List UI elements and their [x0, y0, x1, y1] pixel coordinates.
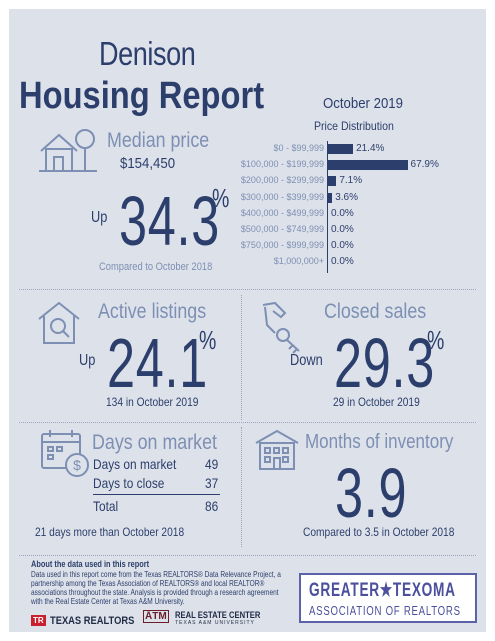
price-bar [328, 192, 333, 203]
atm-mark: ĀTM [143, 610, 169, 623]
price-distribution-title: Price Distribution [314, 119, 394, 133]
about-line-4: with the Real Estate Center at Texas A&M… [31, 597, 185, 606]
price-bar-value: 67.9% [410, 159, 439, 171]
inventory-heading: Months of inventory [305, 431, 454, 453]
report-title: Housing Report [19, 75, 265, 117]
closed-direction: Down [290, 352, 323, 369]
median-direction: Up [91, 209, 108, 226]
inventory-detail: Compared to 3.5 in October 2018 [303, 525, 455, 539]
rec-title: REAL ESTATE CENTER [175, 610, 261, 620]
price-bar-value: 3.6% [335, 191, 358, 203]
report-page: Denison Housing Report October 2019 Medi… [9, 9, 486, 632]
price-bar-category: $1,000,000+ [273, 256, 324, 267]
price-bar-value: 7.1% [339, 175, 363, 187]
city-title: Denison [99, 35, 196, 72]
divider-vertical-2 [241, 427, 242, 547]
active-pct-sign: % [199, 325, 217, 355]
price-bar-category: $300,000 - $399,999 [240, 191, 324, 202]
texas-realtors-text: TEXAS REALTORS [50, 614, 135, 627]
median-comparison: Compared to October 2018 [99, 261, 213, 273]
median-heading: Median price [107, 129, 210, 152]
price-bar-value: 0.0% [331, 207, 354, 219]
magnifier-house-icon [35, 299, 87, 347]
days-total-value: 86 [205, 498, 219, 514]
active-detail: 134 in October 2019 [106, 395, 199, 409]
closed-change: 29.3 [334, 324, 435, 402]
closed-pct-sign: % [427, 325, 445, 355]
closed-heading: Closed sales [324, 300, 427, 323]
real-estate-center-logo: ĀTM REAL ESTATE CENTER TEXAS A&M UNIVERS… [143, 610, 276, 628]
about-line-2: partnership among the Texas Association … [31, 579, 265, 588]
price-bar-category: $400,000 - $499,999 [240, 207, 324, 218]
price-bar-value: 21.4% [356, 143, 385, 154]
days-row-2-value: 37 [205, 475, 219, 491]
active-heading: Active listings [98, 300, 207, 323]
active-direction: Up [79, 352, 96, 369]
texas-realtors-mark: TR [31, 615, 46, 627]
gta-line-2: ASSOCIATION OF REALTORS [309, 603, 461, 618]
price-bar [328, 160, 408, 171]
price-bar-category: $0 - $99,999 [273, 143, 324, 153]
median-price: $154,450 [120, 155, 176, 172]
svg-text:$: $ [73, 457, 81, 473]
price-bar-category: $100,000 - $199,999 [240, 159, 324, 170]
price-bar-category: $200,000 - $299,999 [240, 175, 324, 186]
about-title: About the data used in this report [31, 559, 150, 569]
chart-axis [327, 141, 328, 273]
divider-vertical-1 [241, 295, 242, 420]
days-detail: 21 days more than October 2018 [35, 525, 185, 539]
gta-line-1: GREATER★TEXOMA [309, 580, 456, 601]
divider-middle [19, 422, 476, 423]
about-line-1: Data used in this report come from the T… [31, 570, 281, 579]
active-change: 24.1 [107, 324, 208, 402]
divider-footer [19, 555, 476, 556]
price-bar [328, 144, 354, 154]
calendar-dollar-icon: $ [39, 427, 91, 479]
median-change: 34.3 [119, 182, 220, 260]
closed-detail: 29 in October 2019 [333, 395, 420, 409]
days-total-label: Total [93, 498, 119, 514]
building-icon [252, 427, 302, 473]
inventory-value: 3.9 [335, 454, 408, 532]
price-bar [328, 176, 337, 187]
price-bar-value: 0.0% [331, 224, 354, 235]
median-pct-sign: % [212, 183, 230, 213]
about-line-3: associations throughout the state. Analy… [31, 588, 279, 597]
days-row-2-label: Days to close [93, 475, 165, 491]
price-bar-value: 0.0% [331, 256, 354, 268]
texas-realtors-logo: TR TEXAS REALTORS [31, 612, 149, 628]
days-row-1-label: Days on market [93, 456, 177, 472]
rec-subtitle: TEXAS A&M UNIVERSITY [175, 620, 255, 626]
key-hand-icon [259, 299, 307, 355]
days-row-1-value: 49 [205, 456, 219, 472]
greater-texoma-logo: GREATER★TEXOMA ASSOCIATION OF REALTORS [299, 573, 477, 623]
price-bar-category: $750,000 - $999,999 [240, 240, 324, 251]
days-heading: Days on market [92, 431, 218, 454]
report-month: October 2019 [323, 95, 403, 112]
house-tree-icon [37, 125, 99, 175]
days-total-rule [93, 494, 220, 495]
price-bar-value: 0.0% [331, 240, 354, 252]
price-bar-category: $500,000 - $749,999 [240, 224, 324, 234]
divider-upper [19, 289, 476, 290]
